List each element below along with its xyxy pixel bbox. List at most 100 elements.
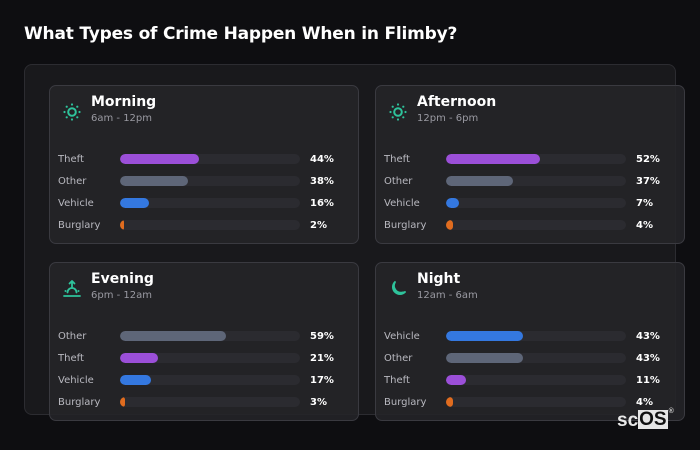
bar-fill xyxy=(446,397,454,407)
bar-track xyxy=(120,331,300,341)
bar-list: Other 59% Theft 21% Vehicle 17% Burglary 3% xyxy=(58,325,348,413)
bar-fill xyxy=(446,353,524,363)
bar-row: Theft 21% xyxy=(58,347,348,369)
bar-value: 21% xyxy=(310,352,334,364)
bar-row: Theft 11% xyxy=(384,369,674,391)
bar-value: 38% xyxy=(310,175,334,187)
bar-value: 2% xyxy=(310,219,327,231)
card-morning: Morning 6am - 12pm Theft 44% Other 38% Vehic… xyxy=(49,85,359,244)
bar-label: Other xyxy=(384,175,413,187)
bar-value: 44% xyxy=(310,153,334,165)
bar-label: Burglary xyxy=(58,219,101,231)
bar-value: 43% xyxy=(636,352,660,364)
card-evening: Evening 6pm - 12am Other 59% Theft 21% Vehic… xyxy=(49,262,359,421)
bar-value: 37% xyxy=(636,175,660,187)
bar-row: Other 59% xyxy=(58,325,348,347)
bar-row: Burglary 2% xyxy=(58,214,348,236)
bar-value: 59% xyxy=(310,330,334,342)
bar-fill xyxy=(120,198,149,208)
bar-fill xyxy=(446,375,466,385)
bar-row: Burglary 4% xyxy=(384,214,674,236)
bar-fill xyxy=(120,397,126,407)
card-title: Night xyxy=(417,271,461,287)
bar-value: 3% xyxy=(310,396,327,408)
moon-icon xyxy=(391,281,406,296)
bar-track xyxy=(120,154,300,164)
bar-fill xyxy=(120,176,189,186)
bar-fill xyxy=(446,198,459,208)
bar-row: Burglary 4% xyxy=(384,391,674,413)
bar-track xyxy=(446,154,626,164)
logo-prefix: sc xyxy=(617,410,639,431)
bar-track xyxy=(446,176,626,186)
bar-value: 11% xyxy=(636,374,660,386)
bar-row: Theft 52% xyxy=(384,148,674,170)
bar-track xyxy=(446,353,626,363)
bar-track xyxy=(446,397,626,407)
bar-value: 16% xyxy=(310,197,334,209)
card-afternoon: Afternoon 12pm - 6pm Theft 52% Other 37% Veh… xyxy=(375,85,685,244)
bar-track xyxy=(120,375,300,385)
bar-list: Vehicle 43% Other 43% Theft 11% Burglary 4% xyxy=(384,325,674,413)
bar-label: Other xyxy=(384,352,413,364)
bar-row: Vehicle 17% xyxy=(58,369,348,391)
bar-row: Other 43% xyxy=(384,347,674,369)
bar-label: Vehicle xyxy=(58,197,94,209)
card-title: Evening xyxy=(91,271,154,287)
bar-value: 43% xyxy=(636,330,660,342)
bar-fill xyxy=(446,220,454,230)
bar-track xyxy=(120,176,300,186)
bar-row: Vehicle 7% xyxy=(384,192,674,214)
bar-fill xyxy=(446,154,540,164)
card-title: Afternoon xyxy=(417,94,497,110)
card-time-range: 6am - 12pm xyxy=(91,113,153,124)
bar-row: Vehicle 43% xyxy=(384,325,674,347)
logo-registered-mark: ® xyxy=(668,408,674,415)
scos-logo: sc OS ® xyxy=(617,408,674,432)
bar-row: Theft 44% xyxy=(58,148,348,170)
sunset-icon xyxy=(63,280,81,297)
logo-boxed: OS xyxy=(638,409,668,430)
bar-track xyxy=(120,220,300,230)
bar-fill xyxy=(446,331,524,341)
bar-fill xyxy=(120,154,200,164)
bar-value: 52% xyxy=(636,153,660,165)
bar-row: Vehicle 16% xyxy=(58,192,348,214)
bar-row: Burglary 3% xyxy=(58,391,348,413)
bar-fill xyxy=(120,331,227,341)
sun-icon xyxy=(389,103,407,121)
bar-value: 4% xyxy=(636,219,653,231)
page-title: What Types of Crime Happen When in Flimb… xyxy=(24,24,458,44)
bar-fill xyxy=(120,375,151,385)
bar-list: Theft 44% Other 38% Vehicle 16% Burglary 2% xyxy=(58,148,348,236)
bar-value: 17% xyxy=(310,374,334,386)
bar-label: Theft xyxy=(384,374,410,386)
card-title: Morning xyxy=(91,94,157,110)
bar-track xyxy=(446,375,626,385)
bar-track xyxy=(446,220,626,230)
bar-label: Theft xyxy=(58,153,84,165)
bar-track xyxy=(120,198,300,208)
bar-label: Burglary xyxy=(384,219,427,231)
bar-track xyxy=(120,353,300,363)
bar-fill xyxy=(446,176,513,186)
bar-label: Theft xyxy=(58,352,84,364)
bar-value: 7% xyxy=(636,197,653,209)
card-night: Night 12am - 6am Vehicle 43% Other 43% Theft… xyxy=(375,262,685,421)
sun-icon xyxy=(63,103,81,121)
bar-label: Vehicle xyxy=(384,330,420,342)
card-time-range: 12pm - 6pm xyxy=(417,113,479,124)
bar-value: 4% xyxy=(636,396,653,408)
bar-fill xyxy=(120,220,124,230)
bar-fill xyxy=(120,353,158,363)
bar-label: Vehicle xyxy=(384,197,420,209)
bar-label: Other xyxy=(58,175,87,187)
card-time-range: 12am - 6am xyxy=(417,290,478,301)
bar-label: Vehicle xyxy=(58,374,94,386)
bar-label: Other xyxy=(58,330,87,342)
bar-label: Burglary xyxy=(58,396,101,408)
bar-track xyxy=(446,331,626,341)
bar-label: Burglary xyxy=(384,396,427,408)
bar-row: Other 38% xyxy=(58,170,348,192)
bar-row: Other 37% xyxy=(384,170,674,192)
